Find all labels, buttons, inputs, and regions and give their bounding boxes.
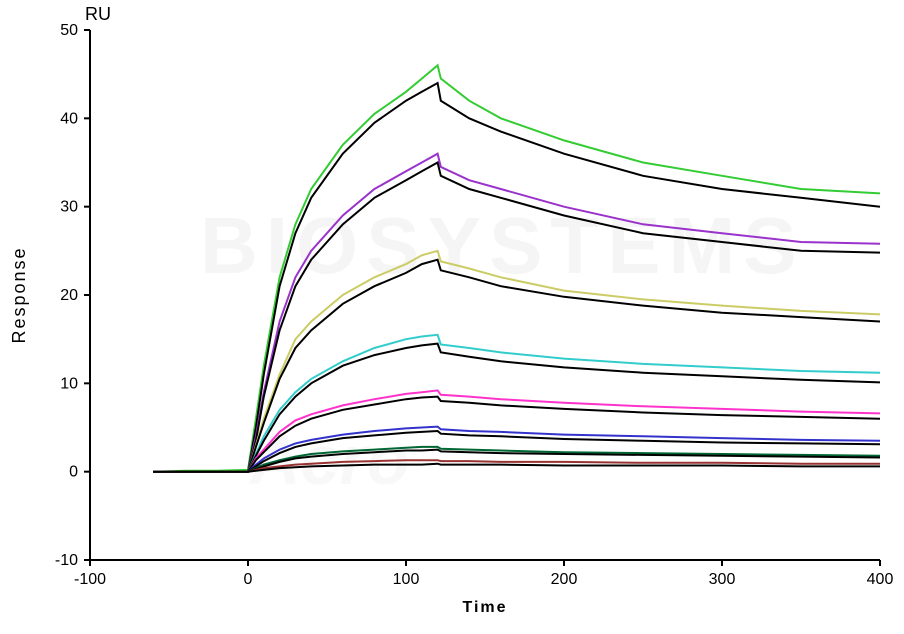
- y-axis-label: Response: [9, 246, 29, 343]
- x-axis-label: Time: [462, 599, 507, 616]
- sensorgram-chart: BIOSYSTEMS Acro -1000100200300400-100102…: [0, 0, 904, 629]
- chart-svg: -1000100200300400-1001020304050RURespons…: [0, 0, 904, 629]
- y-tick-label: 50: [60, 22, 78, 39]
- y-tick-label: 0: [69, 464, 78, 481]
- y-tick-label: 20: [60, 287, 78, 304]
- y-unit-label: RU: [85, 4, 111, 24]
- x-tick-label: 200: [551, 571, 578, 588]
- x-tick-label: 300: [709, 571, 736, 588]
- x-tick-label: -100: [74, 571, 106, 588]
- y-tick-label: 30: [60, 199, 78, 216]
- y-tick-label: -10: [55, 552, 78, 569]
- curve-1-black: [153, 83, 880, 472]
- x-tick-label: 0: [244, 571, 253, 588]
- x-tick-label: 100: [393, 571, 420, 588]
- x-tick-label: 400: [867, 571, 894, 588]
- y-tick-label: 40: [60, 110, 78, 127]
- y-tick-label: 10: [60, 375, 78, 392]
